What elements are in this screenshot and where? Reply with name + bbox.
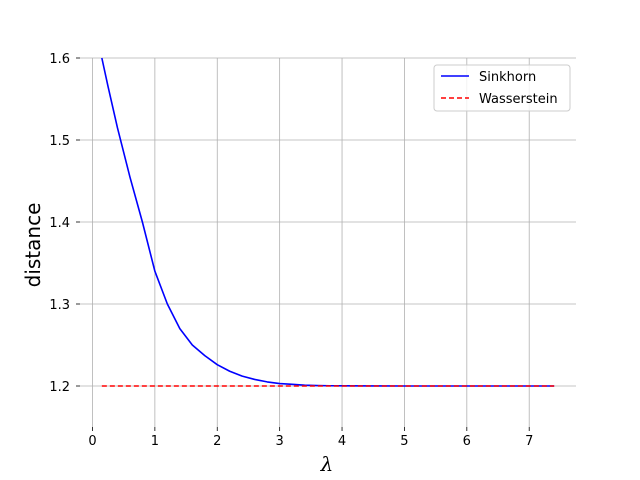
legend: Sinkhorn Wasserstein <box>433 64 571 112</box>
y-tick-label-2: 1.4 <box>49 216 70 231</box>
x-tick-label-6: 6 <box>463 434 471 449</box>
legend-label-wasserstein: Wasserstein <box>479 92 558 107</box>
y-tick-label-4: 1.6 <box>49 52 70 67</box>
series-line-sinkhorn <box>101 57 555 387</box>
x-tick-label-2: 2 <box>213 434 221 449</box>
y-axis-label: distance <box>21 203 45 288</box>
y-tick-label-3: 1.5 <box>49 134 70 149</box>
x-tick-label-1: 1 <box>151 434 159 449</box>
x-tick-label-5: 5 <box>400 434 408 449</box>
legend-label-sinkhorn: Sinkhorn <box>479 70 536 85</box>
x-tick-label-7: 7 <box>525 434 533 449</box>
series-group <box>101 57 555 387</box>
x-tick-label-4: 4 <box>338 434 346 449</box>
x-ticks: 0 1 2 3 4 5 6 7 <box>88 427 533 449</box>
y-tick-label-0: 1.2 <box>49 380 70 395</box>
x-axis-label: λ <box>320 452 334 476</box>
x-tick-label-0: 0 <box>88 434 96 449</box>
y-tick-label-1: 1.3 <box>49 298 70 313</box>
y-ticks: 1.2 1.3 1.4 1.5 1.6 <box>49 52 80 395</box>
x-tick-label-3: 3 <box>276 434 284 449</box>
